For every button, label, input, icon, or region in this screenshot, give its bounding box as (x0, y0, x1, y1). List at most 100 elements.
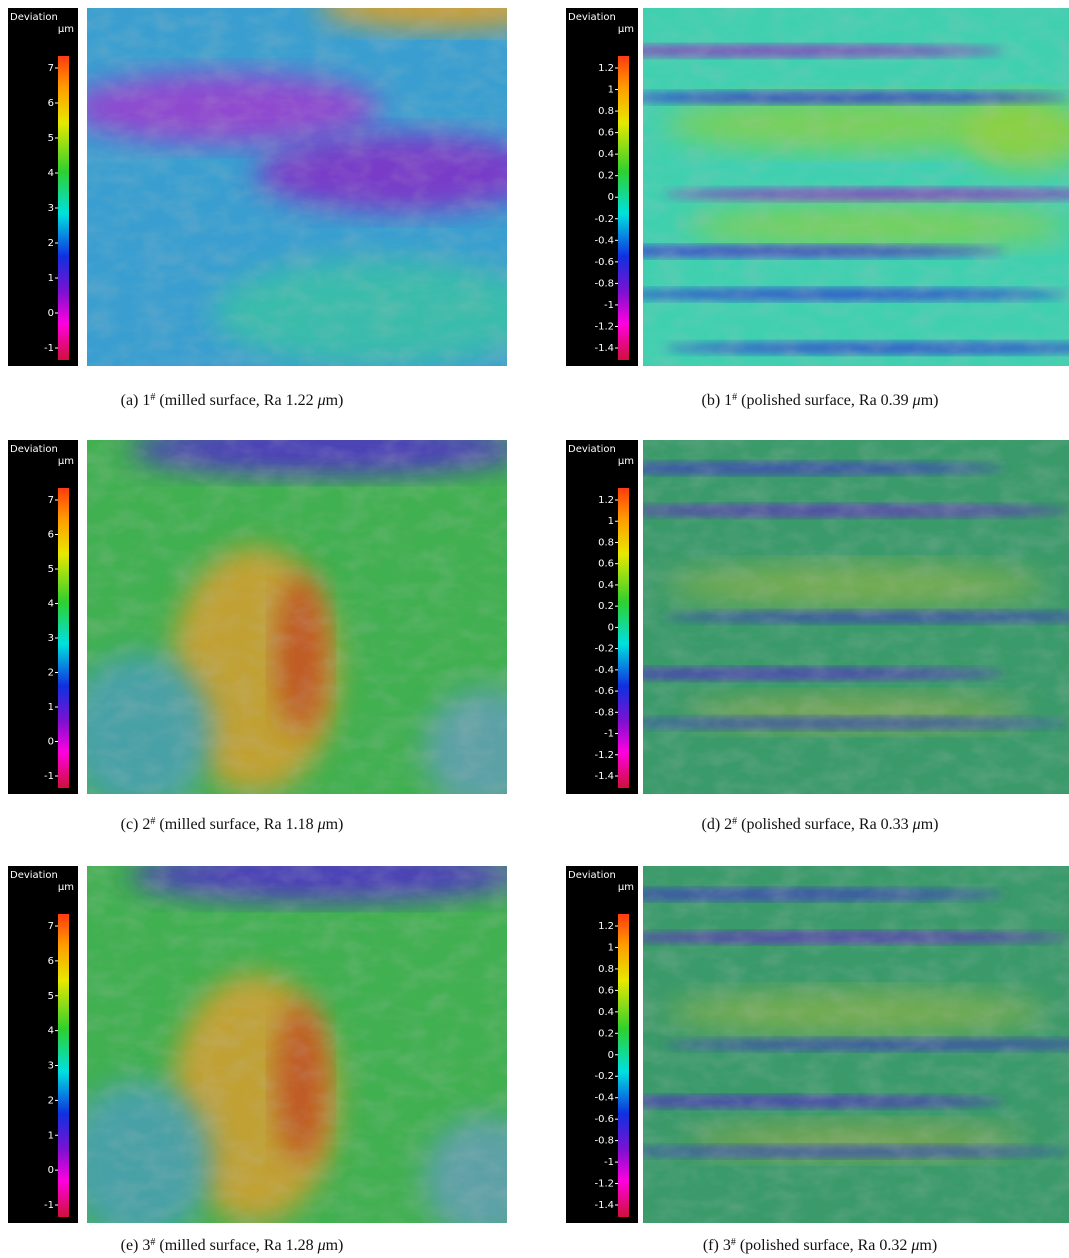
colorbar-tick-label: 0 (48, 308, 54, 319)
map-texture (643, 866, 1069, 1223)
map-texture (87, 440, 507, 794)
colorbar-tick-label: 0 (608, 1050, 614, 1061)
colorbar-tick-label: 2 (48, 238, 54, 249)
colorbar-tick-label: 4 (48, 1026, 54, 1037)
caption-label: (c) 2 (121, 816, 151, 833)
colorbar-tick-label: 0.8 (598, 537, 614, 548)
colorbar-tick-label: -0.6 (594, 257, 614, 268)
colorbar-tick-label: 3 (48, 633, 54, 644)
caption: (e) 3# (milled surface, Ra 1.28 μm) (121, 1237, 344, 1255)
caption-text: (milled surface, Ra 1.18 (155, 816, 317, 833)
colorbar-unit: µm (58, 456, 74, 467)
colorbar-tick-label: -0.6 (594, 686, 614, 697)
colorbar-unit: µm (58, 882, 74, 893)
colorbar-strip (58, 56, 69, 360)
colorbar-tick-label: 1.2 (598, 495, 614, 506)
colorbar-tick-label: 0 (48, 1165, 54, 1176)
caption-mu: μ (317, 1237, 326, 1254)
caption-text: (milled surface, Ra 1.28 (155, 1237, 317, 1254)
colorbar-title: Deviation (568, 870, 616, 881)
colorbar-tick-label: 1 (48, 273, 54, 284)
colorbar-tick-label: 0.6 (598, 559, 614, 570)
colorbar-tick-label: 0 (608, 622, 614, 633)
page: Deviationµm76543210-1(a) 1# (milled surf… (0, 0, 1069, 1258)
caption-label: (e) 3 (121, 1237, 151, 1254)
colorbar-tick-label: -1 (44, 771, 54, 782)
caption-label: (a) 1 (121, 392, 151, 409)
surface-map (66, 422, 549, 811)
colorbar-tick-label: -1.4 (594, 1200, 614, 1211)
colorbar-tick-label: 6 (48, 530, 54, 541)
colorbar-tick-label: 0.8 (598, 106, 614, 117)
colorbar-tick-label: -1.4 (594, 771, 614, 782)
map-texture (643, 8, 1069, 366)
colorbar-title: Deviation (10, 870, 58, 881)
colorbar-tick-label: 0 (608, 192, 614, 203)
colorbar-tick-label: 0.4 (598, 580, 614, 591)
colorbar-tick-label: -1 (604, 1157, 614, 1168)
colorbar-strip (58, 914, 69, 1217)
caption-text: (milled surface, Ra 1.22 (155, 392, 317, 409)
colorbar-tick-label: -1 (604, 300, 614, 311)
colorbar-tick-label: 6 (48, 956, 54, 967)
colorbar-tick-label: 1.2 (598, 63, 614, 74)
colorbar-strip (58, 488, 69, 788)
colorbar-tick-label: 2 (48, 1095, 54, 1106)
colorbar-tick-label: 0.4 (598, 149, 614, 160)
colorbar-tick-label: 4 (48, 599, 54, 610)
caption: (b) 1# (polished surface, Ra 0.39 μm) (702, 392, 939, 410)
caption-end: m) (921, 816, 939, 833)
caption-text: (polished surface, Ra 0.39 (737, 392, 913, 409)
colorbar-unit: µm (618, 882, 634, 893)
colorbar-tick-label: -1.2 (594, 750, 614, 761)
colorbar-unit: µm (618, 24, 634, 35)
map-texture (87, 866, 507, 1223)
colorbar-tick-label: 1 (608, 516, 614, 527)
colorbar-tick-label: 5 (48, 133, 54, 144)
colorbar-tick-label: -1 (44, 1200, 54, 1211)
colorbar-tick-label: 5 (48, 991, 54, 1002)
colorbar-unit: µm (618, 456, 634, 467)
colorbar-tick-label: 1.2 (598, 921, 614, 932)
colorbar-tick-label: -1.2 (594, 321, 614, 332)
colorbar-tick-label: 2 (48, 668, 54, 679)
colorbar-tick-label: 7 (48, 495, 54, 506)
colorbar-tick-label: 7 (48, 921, 54, 932)
colorbar-tick-label: -0.4 (594, 235, 614, 246)
colorbar-tick-label: -0.4 (594, 665, 614, 676)
colorbar-tick-label: 0.2 (598, 601, 614, 612)
colorbar-tick-label: -1 (44, 343, 54, 354)
caption-mu: μ (910, 1237, 919, 1254)
colorbar-tick-label: 0.6 (598, 985, 614, 996)
caption-mu: μ (912, 392, 921, 409)
surface-map (66, 848, 549, 1241)
caption-mu: μ (912, 816, 921, 833)
colorbar-tick-label: 6 (48, 98, 54, 109)
colorbar-tick-label: 1 (48, 1130, 54, 1141)
colorbar-tick-label: -0.2 (594, 214, 614, 225)
colorbar-tick-label: -0.8 (594, 278, 614, 289)
colorbar-tick-label: 3 (48, 1061, 54, 1072)
caption: (f) 3# (polished surface, Ra 0.32 μm) (703, 1237, 937, 1255)
colorbar-tick-label: -0.2 (594, 644, 614, 655)
caption-end: m) (326, 816, 344, 833)
caption-end: m) (921, 392, 939, 409)
colorbar-tick-label: 1 (48, 702, 54, 713)
colorbar-unit: µm (58, 24, 74, 35)
colorbar: Deviationµm1.210.80.60.40.20-0.2-0.4-0.6… (566, 440, 638, 794)
map-texture (643, 440, 1069, 794)
caption-text: (polished surface, Ra 0.33 (737, 816, 913, 833)
figure: Deviationµm76543210-1(a) 1# (milled surf… (0, 0, 1069, 1258)
caption: (d) 2# (polished surface, Ra 0.33 μm) (702, 816, 939, 834)
colorbar-strip (618, 488, 629, 788)
colorbar-tick-label: -0.4 (594, 1093, 614, 1104)
caption-label: (f) 3 (703, 1237, 731, 1254)
colorbar-title: Deviation (10, 444, 58, 455)
colorbar-tick-label: 0.2 (598, 1028, 614, 1039)
colorbar: Deviationµm1.210.80.60.40.20-0.2-0.4-0.6… (566, 866, 638, 1223)
colorbar-strip (618, 914, 629, 1217)
colorbar-strip (618, 56, 629, 360)
colorbar-tick-label: 1 (608, 85, 614, 96)
